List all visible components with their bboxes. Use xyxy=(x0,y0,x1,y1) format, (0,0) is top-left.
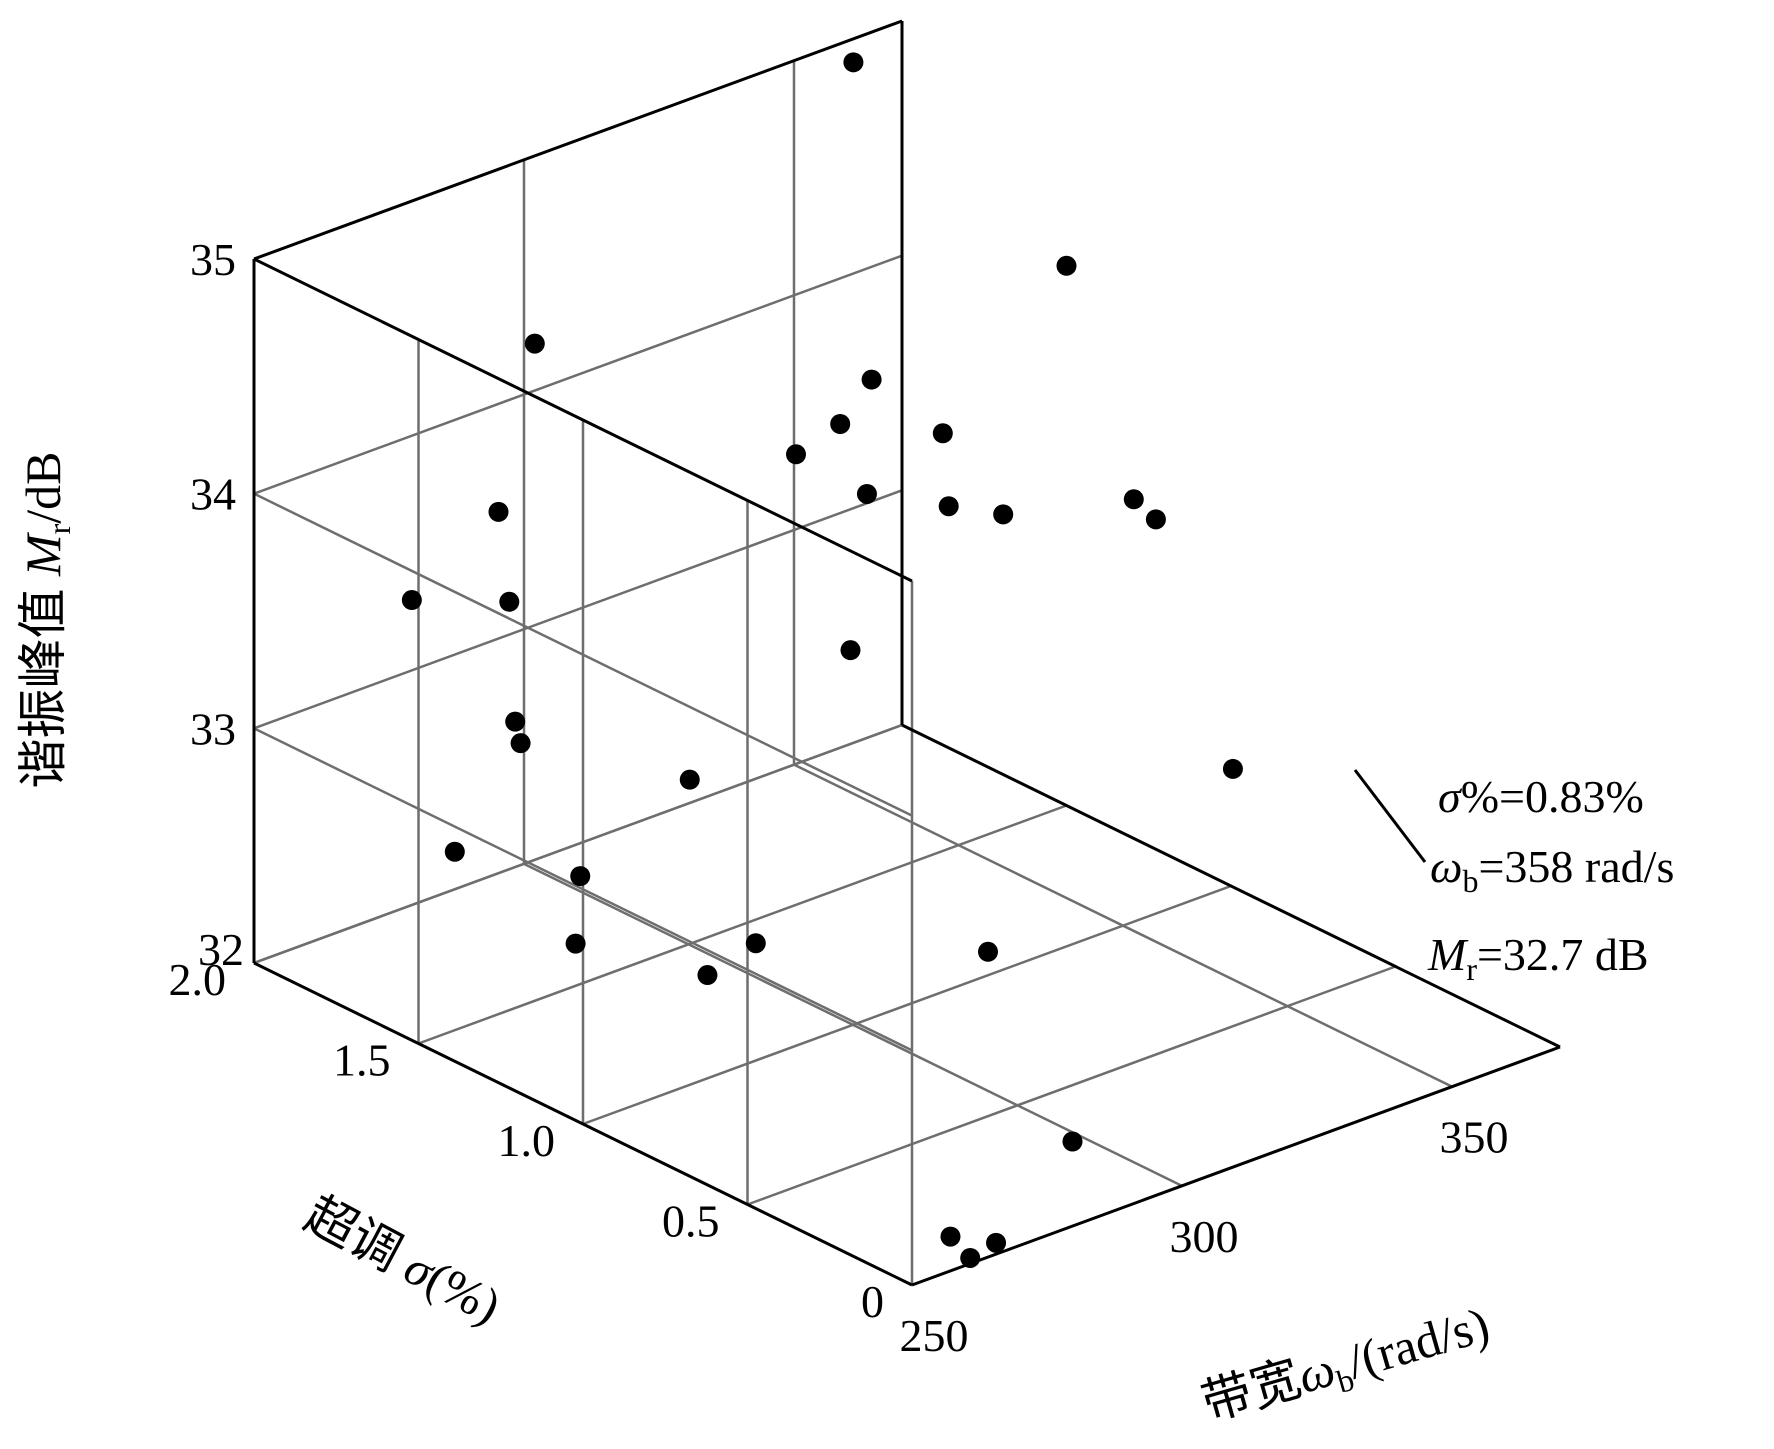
data-point xyxy=(1056,255,1077,276)
z-tick-label: 34 xyxy=(190,469,236,520)
x-tick-label: 350 xyxy=(1440,1112,1509,1163)
data-point xyxy=(940,1226,961,1247)
grid-line xyxy=(253,727,913,1052)
data-point xyxy=(986,1232,1007,1253)
annotation-line-2: ωb=358 rad/s xyxy=(1430,841,1674,899)
data-point xyxy=(938,496,959,517)
data-point xyxy=(830,414,851,434)
annotation: σ%=0.83% ωb=358 rad/s Mr=32.7 dB xyxy=(1353,769,1674,987)
x-tick-label: 300 xyxy=(1170,1211,1239,1262)
data-point xyxy=(993,504,1014,525)
data-point xyxy=(1123,489,1144,510)
data-point xyxy=(1222,758,1243,779)
z-axis-label: 谐振峰值 Mr/dB xyxy=(15,451,77,788)
data-point xyxy=(843,52,864,73)
z-tick-label: 33 xyxy=(190,703,236,754)
y-tick-label: 1.0 xyxy=(498,1115,556,1166)
grid-lines xyxy=(252,19,1561,1287)
data-point xyxy=(488,501,509,522)
floor-edge xyxy=(901,723,1561,1049)
data-point xyxy=(570,866,591,887)
data-point xyxy=(444,841,465,862)
data-point xyxy=(960,1247,981,1268)
data-point xyxy=(697,965,718,986)
data-point xyxy=(932,423,953,444)
data-point xyxy=(524,333,545,354)
data-point xyxy=(786,444,806,465)
frame-edge xyxy=(253,257,913,583)
data-point xyxy=(840,640,861,661)
data-point xyxy=(978,941,998,962)
x-axis-line xyxy=(911,1045,1561,1287)
grid-line xyxy=(253,492,913,817)
annotation-line-1: σ%=0.83% xyxy=(1438,771,1644,822)
frame-edge xyxy=(253,19,903,261)
grid-line xyxy=(253,723,903,965)
data-point xyxy=(861,369,882,390)
z-tick-label: 32 xyxy=(198,924,244,975)
data-point xyxy=(565,933,586,954)
x-axis-label: 带宽ωb/(rad/s) xyxy=(1195,1296,1496,1437)
grid-line xyxy=(253,254,903,495)
data-point xyxy=(1062,1131,1083,1152)
annotation-leader-line xyxy=(1353,769,1427,863)
grid-line xyxy=(253,489,903,730)
y-tick-label: 0.5 xyxy=(662,1196,720,1247)
z-tick-label: 35 xyxy=(190,234,236,285)
data-point xyxy=(510,733,531,754)
y-axis-label: 超调 σ(%) xyxy=(296,1185,510,1334)
axes-frame xyxy=(252,19,1561,1287)
y-axis-line xyxy=(253,961,913,1287)
data-point xyxy=(505,711,526,732)
grid-line xyxy=(582,884,1232,1126)
tick-labels: 250 300 350 0 0.5 1.0 1.5 2.032 33 34 35 xyxy=(169,234,1509,1361)
data-points xyxy=(401,52,1243,1268)
y-tick-label: 0 xyxy=(861,1276,884,1327)
y-tick-label: 1.5 xyxy=(333,1035,391,1086)
data-point xyxy=(856,483,877,504)
grid-line xyxy=(747,965,1396,1206)
data-point xyxy=(745,933,766,954)
data-point xyxy=(679,769,700,790)
annotation-line-3: Mr=32.7 dB xyxy=(1427,929,1649,987)
grid-line xyxy=(418,804,1067,1045)
x-tick-label: 250 xyxy=(900,1310,969,1361)
data-point xyxy=(1145,509,1166,530)
data-point xyxy=(499,591,520,612)
y-tick-label: 2.0 xyxy=(169,954,227,1005)
data-point xyxy=(401,590,422,611)
